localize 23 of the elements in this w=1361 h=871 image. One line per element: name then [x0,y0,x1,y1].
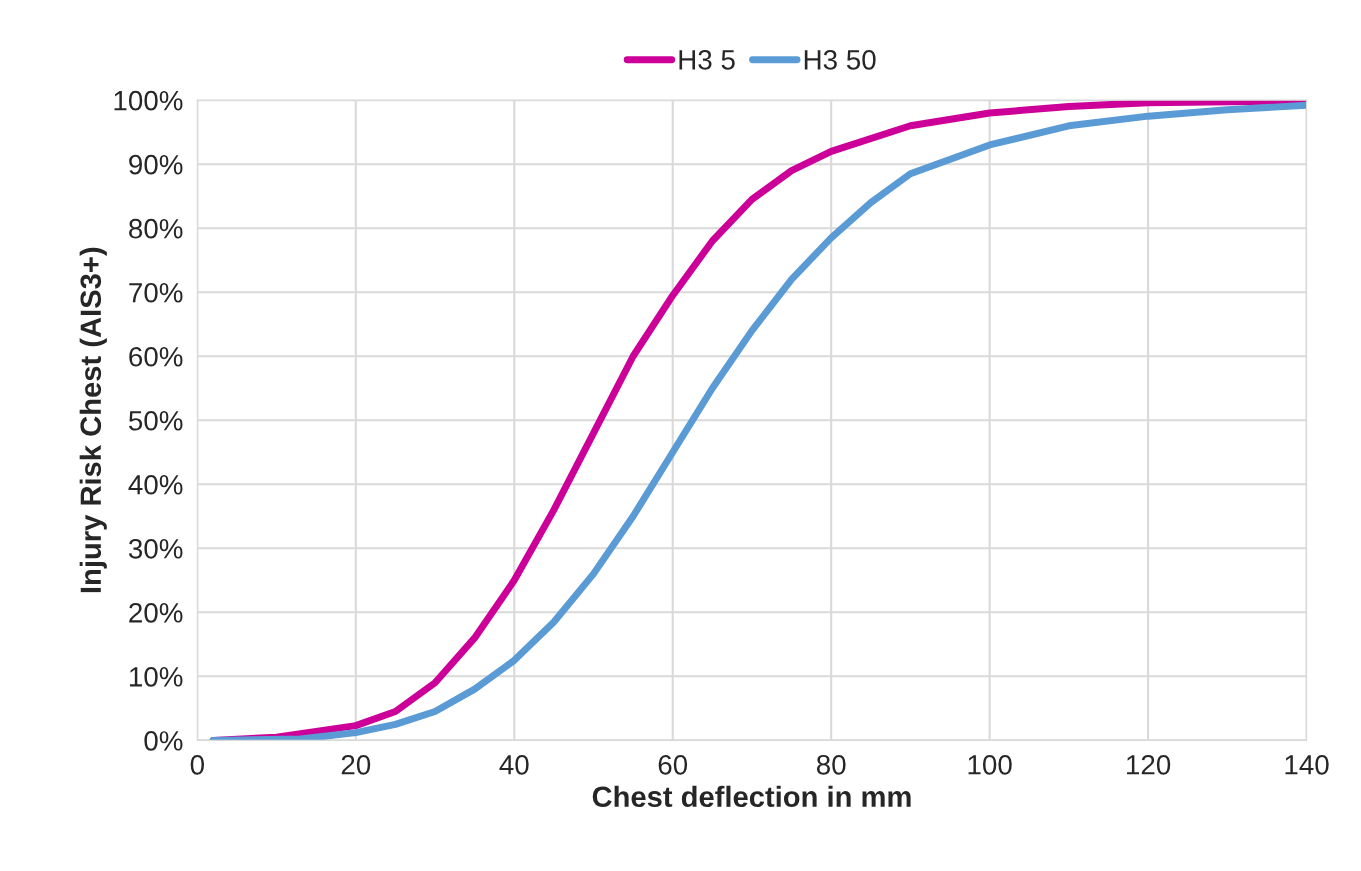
y-axis-title: Injury Risk Chest (AIS3+) [79,247,107,593]
legend-label: H3 50 [804,50,876,70]
x-tick-label: 0 [190,754,204,775]
y-tick-label: 40% [128,474,183,495]
x-tick-label: 40 [499,754,529,775]
x-tick-label: 140 [1285,754,1329,775]
x-tick-label: 60 [658,754,688,775]
y-tick-label: 50% [128,410,183,431]
x-tick-label: 120 [1127,754,1171,775]
x-axis-title: Chest deflection in mm [592,785,911,808]
y-tick-label: 10% [129,667,183,687]
legend-label: H3 5 [679,50,735,70]
y-tick-label: 80% [129,218,183,239]
y-tick-label: 0% [144,731,183,751]
y-tick-label: 70% [129,282,183,303]
y-tick-label: 30% [128,538,183,559]
y-tick-label: 90% [129,154,183,175]
x-tick-label: 80 [816,754,846,775]
x-tick-label: 100 [968,754,1012,775]
y-tick-label: 60% [129,346,183,367]
x-tick-label: 20 [341,754,371,775]
y-tick-label: 100% [114,90,183,111]
y-tick-label: 20% [129,602,183,623]
